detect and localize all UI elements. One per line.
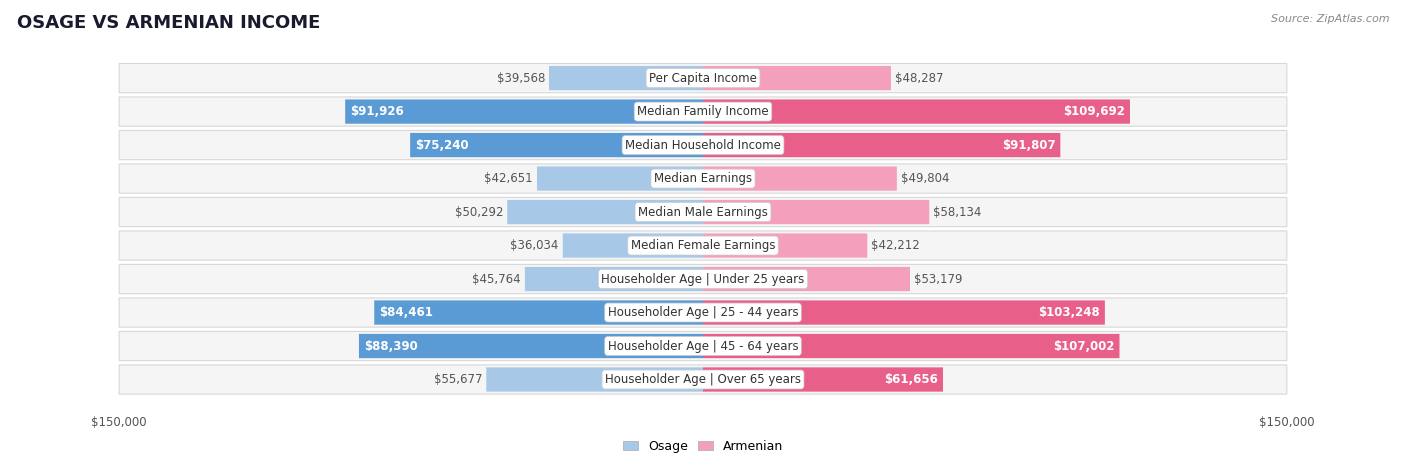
FancyBboxPatch shape [374, 300, 703, 325]
Text: $39,568: $39,568 [496, 71, 546, 85]
FancyBboxPatch shape [537, 166, 703, 191]
FancyBboxPatch shape [411, 133, 703, 157]
Text: $61,656: $61,656 [884, 373, 938, 386]
Text: OSAGE VS ARMENIAN INCOME: OSAGE VS ARMENIAN INCOME [17, 14, 321, 32]
FancyBboxPatch shape [508, 200, 703, 224]
FancyBboxPatch shape [359, 334, 703, 358]
Text: $103,248: $103,248 [1039, 306, 1101, 319]
FancyBboxPatch shape [703, 300, 1105, 325]
Text: Median Male Earnings: Median Male Earnings [638, 205, 768, 219]
FancyBboxPatch shape [703, 99, 1130, 124]
Text: $88,390: $88,390 [364, 340, 418, 353]
Text: Householder Age | 45 - 64 years: Householder Age | 45 - 64 years [607, 340, 799, 353]
Text: $42,651: $42,651 [484, 172, 533, 185]
FancyBboxPatch shape [120, 198, 1286, 226]
FancyBboxPatch shape [346, 99, 703, 124]
Text: $49,804: $49,804 [901, 172, 949, 185]
Text: Householder Age | 25 - 44 years: Householder Age | 25 - 44 years [607, 306, 799, 319]
FancyBboxPatch shape [486, 368, 703, 392]
FancyBboxPatch shape [120, 64, 1286, 93]
Text: $45,764: $45,764 [472, 273, 520, 285]
FancyBboxPatch shape [703, 200, 929, 224]
Text: $53,179: $53,179 [914, 273, 963, 285]
FancyBboxPatch shape [120, 130, 1286, 160]
FancyBboxPatch shape [120, 164, 1286, 193]
Text: Source: ZipAtlas.com: Source: ZipAtlas.com [1271, 14, 1389, 24]
FancyBboxPatch shape [703, 267, 910, 291]
Text: Median Female Earnings: Median Female Earnings [631, 239, 775, 252]
Text: $36,034: $36,034 [510, 239, 558, 252]
FancyBboxPatch shape [703, 133, 1060, 157]
Text: $58,134: $58,134 [934, 205, 981, 219]
Text: $109,692: $109,692 [1063, 105, 1125, 118]
Text: $84,461: $84,461 [380, 306, 433, 319]
Text: $42,212: $42,212 [872, 239, 920, 252]
FancyBboxPatch shape [120, 97, 1286, 126]
Text: $91,926: $91,926 [350, 105, 404, 118]
Legend: Osage, Armenian: Osage, Armenian [619, 435, 787, 458]
FancyBboxPatch shape [548, 66, 703, 90]
Text: $75,240: $75,240 [415, 139, 468, 152]
FancyBboxPatch shape [703, 234, 868, 258]
FancyBboxPatch shape [703, 166, 897, 191]
Text: Median Household Income: Median Household Income [626, 139, 780, 152]
FancyBboxPatch shape [703, 66, 891, 90]
Text: Householder Age | Over 65 years: Householder Age | Over 65 years [605, 373, 801, 386]
Text: Median Family Income: Median Family Income [637, 105, 769, 118]
FancyBboxPatch shape [703, 334, 1119, 358]
FancyBboxPatch shape [703, 368, 943, 392]
FancyBboxPatch shape [120, 231, 1286, 260]
FancyBboxPatch shape [562, 234, 703, 258]
FancyBboxPatch shape [120, 365, 1286, 394]
FancyBboxPatch shape [120, 264, 1286, 294]
Text: $91,807: $91,807 [1002, 139, 1056, 152]
Text: Median Earnings: Median Earnings [654, 172, 752, 185]
Text: Householder Age | Under 25 years: Householder Age | Under 25 years [602, 273, 804, 285]
FancyBboxPatch shape [120, 332, 1286, 361]
Text: $48,287: $48,287 [896, 71, 943, 85]
Text: $50,292: $50,292 [454, 205, 503, 219]
FancyBboxPatch shape [524, 267, 703, 291]
Text: $107,002: $107,002 [1053, 340, 1115, 353]
FancyBboxPatch shape [120, 298, 1286, 327]
Text: $55,677: $55,677 [433, 373, 482, 386]
Text: Per Capita Income: Per Capita Income [650, 71, 756, 85]
